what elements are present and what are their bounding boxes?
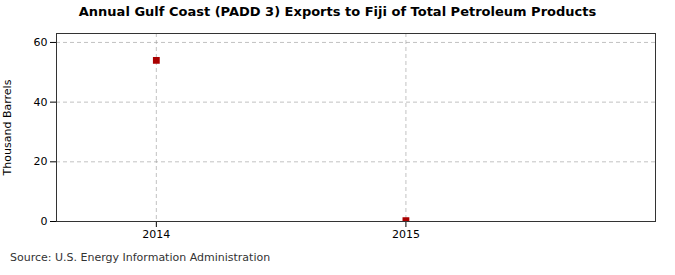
- html-text:Annual Gulf Coast (PADD 3) Exp: Annual Gulf Coast (PADD 3) Exports to Fi…: [78, 4, 597, 19]
- svg-text:2014: 2014: [142, 228, 170, 241]
- svg-text:20: 20: [34, 155, 48, 168]
- svg-text:60: 60: [34, 36, 48, 49]
- svg-text:Thousand Barrels: Thousand Barrels: [1, 79, 14, 176]
- svg-text:2015: 2015: [392, 228, 420, 241]
- svg-text:40: 40: [34, 96, 48, 109]
- html-text:Source: U.S. Energy Informatio: Source: U.S. Energy Information Administ…: [10, 251, 271, 264]
- svg-text:0: 0: [41, 215, 48, 228]
